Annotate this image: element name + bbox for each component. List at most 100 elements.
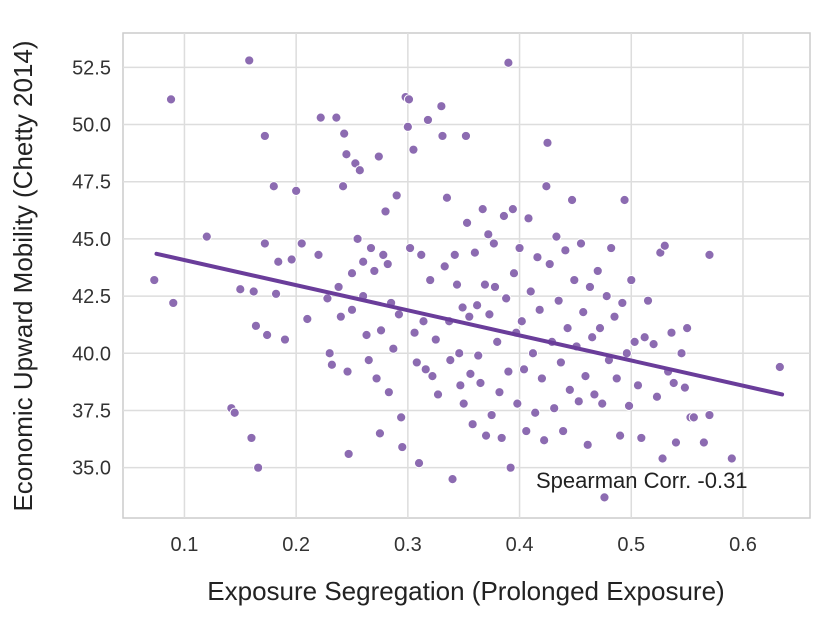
- data-point: [632, 380, 644, 391]
- data-point: [358, 256, 369, 267]
- data-point: [291, 185, 302, 196]
- data-point: [698, 437, 709, 448]
- data-point: [518, 364, 530, 375]
- data-point: [617, 297, 628, 309]
- data-point: [432, 389, 444, 400]
- data-point: [201, 231, 212, 242]
- data-point: [516, 316, 527, 327]
- data-point: [337, 181, 349, 192]
- data-point: [279, 334, 291, 345]
- data-point: [149, 274, 160, 286]
- data-point: [244, 55, 255, 66]
- data-point: [403, 94, 415, 105]
- data-point: [339, 128, 350, 139]
- data-point: [365, 242, 377, 254]
- data-point: [642, 295, 654, 306]
- data-point: [326, 359, 337, 370]
- data-point: [523, 213, 534, 224]
- y-axis-ticks: 35.0 37.5 40.0 42.5 45.0 47.5 50.0 52.5: [72, 57, 111, 479]
- data-point: [250, 320, 262, 331]
- data-point: [457, 302, 468, 313]
- data-point: [621, 348, 632, 359]
- data-point: [587, 332, 598, 343]
- data-point: [599, 492, 610, 503]
- data-point: [361, 329, 372, 341]
- data-point: [404, 242, 416, 254]
- data-point: [666, 327, 677, 338]
- data-point: [564, 384, 575, 395]
- data-point: [569, 274, 580, 286]
- data-point: [539, 435, 550, 446]
- data-point: [626, 274, 637, 286]
- data-point: [551, 231, 562, 242]
- data-point: [578, 307, 589, 318]
- data-point: [542, 137, 553, 148]
- data-point: [331, 112, 342, 123]
- data-point: [679, 382, 690, 393]
- data-point: [259, 130, 270, 142]
- data-point: [492, 336, 503, 347]
- data-point: [525, 286, 536, 297]
- data-point: [335, 311, 346, 322]
- data-point: [648, 339, 659, 350]
- data-point: [430, 334, 441, 345]
- y-tick-label: 45.0: [72, 229, 111, 251]
- data-point: [259, 238, 270, 249]
- data-point: [341, 149, 352, 160]
- data-point: [371, 373, 382, 384]
- data-point: [354, 165, 365, 176]
- data-point: [464, 311, 475, 322]
- data-point: [246, 432, 257, 444]
- y-tick-label: 52.5: [72, 57, 111, 79]
- data-point: [532, 252, 543, 263]
- data-point: [388, 343, 399, 354]
- data-point: [268, 181, 279, 192]
- data-point: [397, 441, 408, 453]
- data-point: [315, 112, 326, 123]
- y-tick-label: 50.0: [72, 115, 111, 137]
- trend-line-group: [154, 251, 785, 397]
- data-point: [165, 94, 177, 105]
- data-point: [555, 357, 566, 368]
- data-point: [560, 245, 571, 256]
- data-point: [488, 238, 499, 249]
- data-point: [458, 398, 469, 409]
- data-point: [461, 217, 473, 228]
- data-point: [601, 290, 612, 302]
- data-point: [409, 327, 420, 338]
- data-point: [480, 430, 492, 441]
- data-point: [544, 258, 555, 270]
- data-point: [584, 281, 596, 293]
- data-point: [582, 439, 593, 450]
- data-point: [503, 57, 514, 68]
- data-point: [611, 373, 622, 384]
- data-point: [302, 313, 313, 325]
- data-point: [425, 274, 436, 286]
- data-points: [149, 55, 785, 503]
- plot-area: [122, 32, 811, 519]
- data-point: [439, 261, 450, 272]
- data-point: [606, 242, 617, 254]
- y-tick-label: 35.0: [72, 458, 111, 480]
- data-point: [437, 130, 448, 142]
- data-point: [352, 233, 363, 244]
- data-point: [512, 398, 523, 409]
- data-point: [382, 258, 393, 270]
- data-point: [235, 284, 246, 295]
- x-tick-label: 0.1: [171, 534, 199, 556]
- data-point: [380, 206, 391, 217]
- data-point: [505, 462, 516, 473]
- data-point: [286, 254, 297, 265]
- data-point: [704, 409, 715, 421]
- data-point: [373, 151, 384, 162]
- data-point: [494, 387, 505, 398]
- data-point: [507, 204, 518, 215]
- data-point: [541, 181, 552, 192]
- data-point: [575, 238, 587, 249]
- data-point: [324, 348, 335, 359]
- grid: [123, 33, 810, 518]
- data-point: [393, 309, 405, 320]
- data-point: [562, 323, 573, 334]
- data-point: [676, 348, 687, 359]
- data-point: [486, 409, 497, 421]
